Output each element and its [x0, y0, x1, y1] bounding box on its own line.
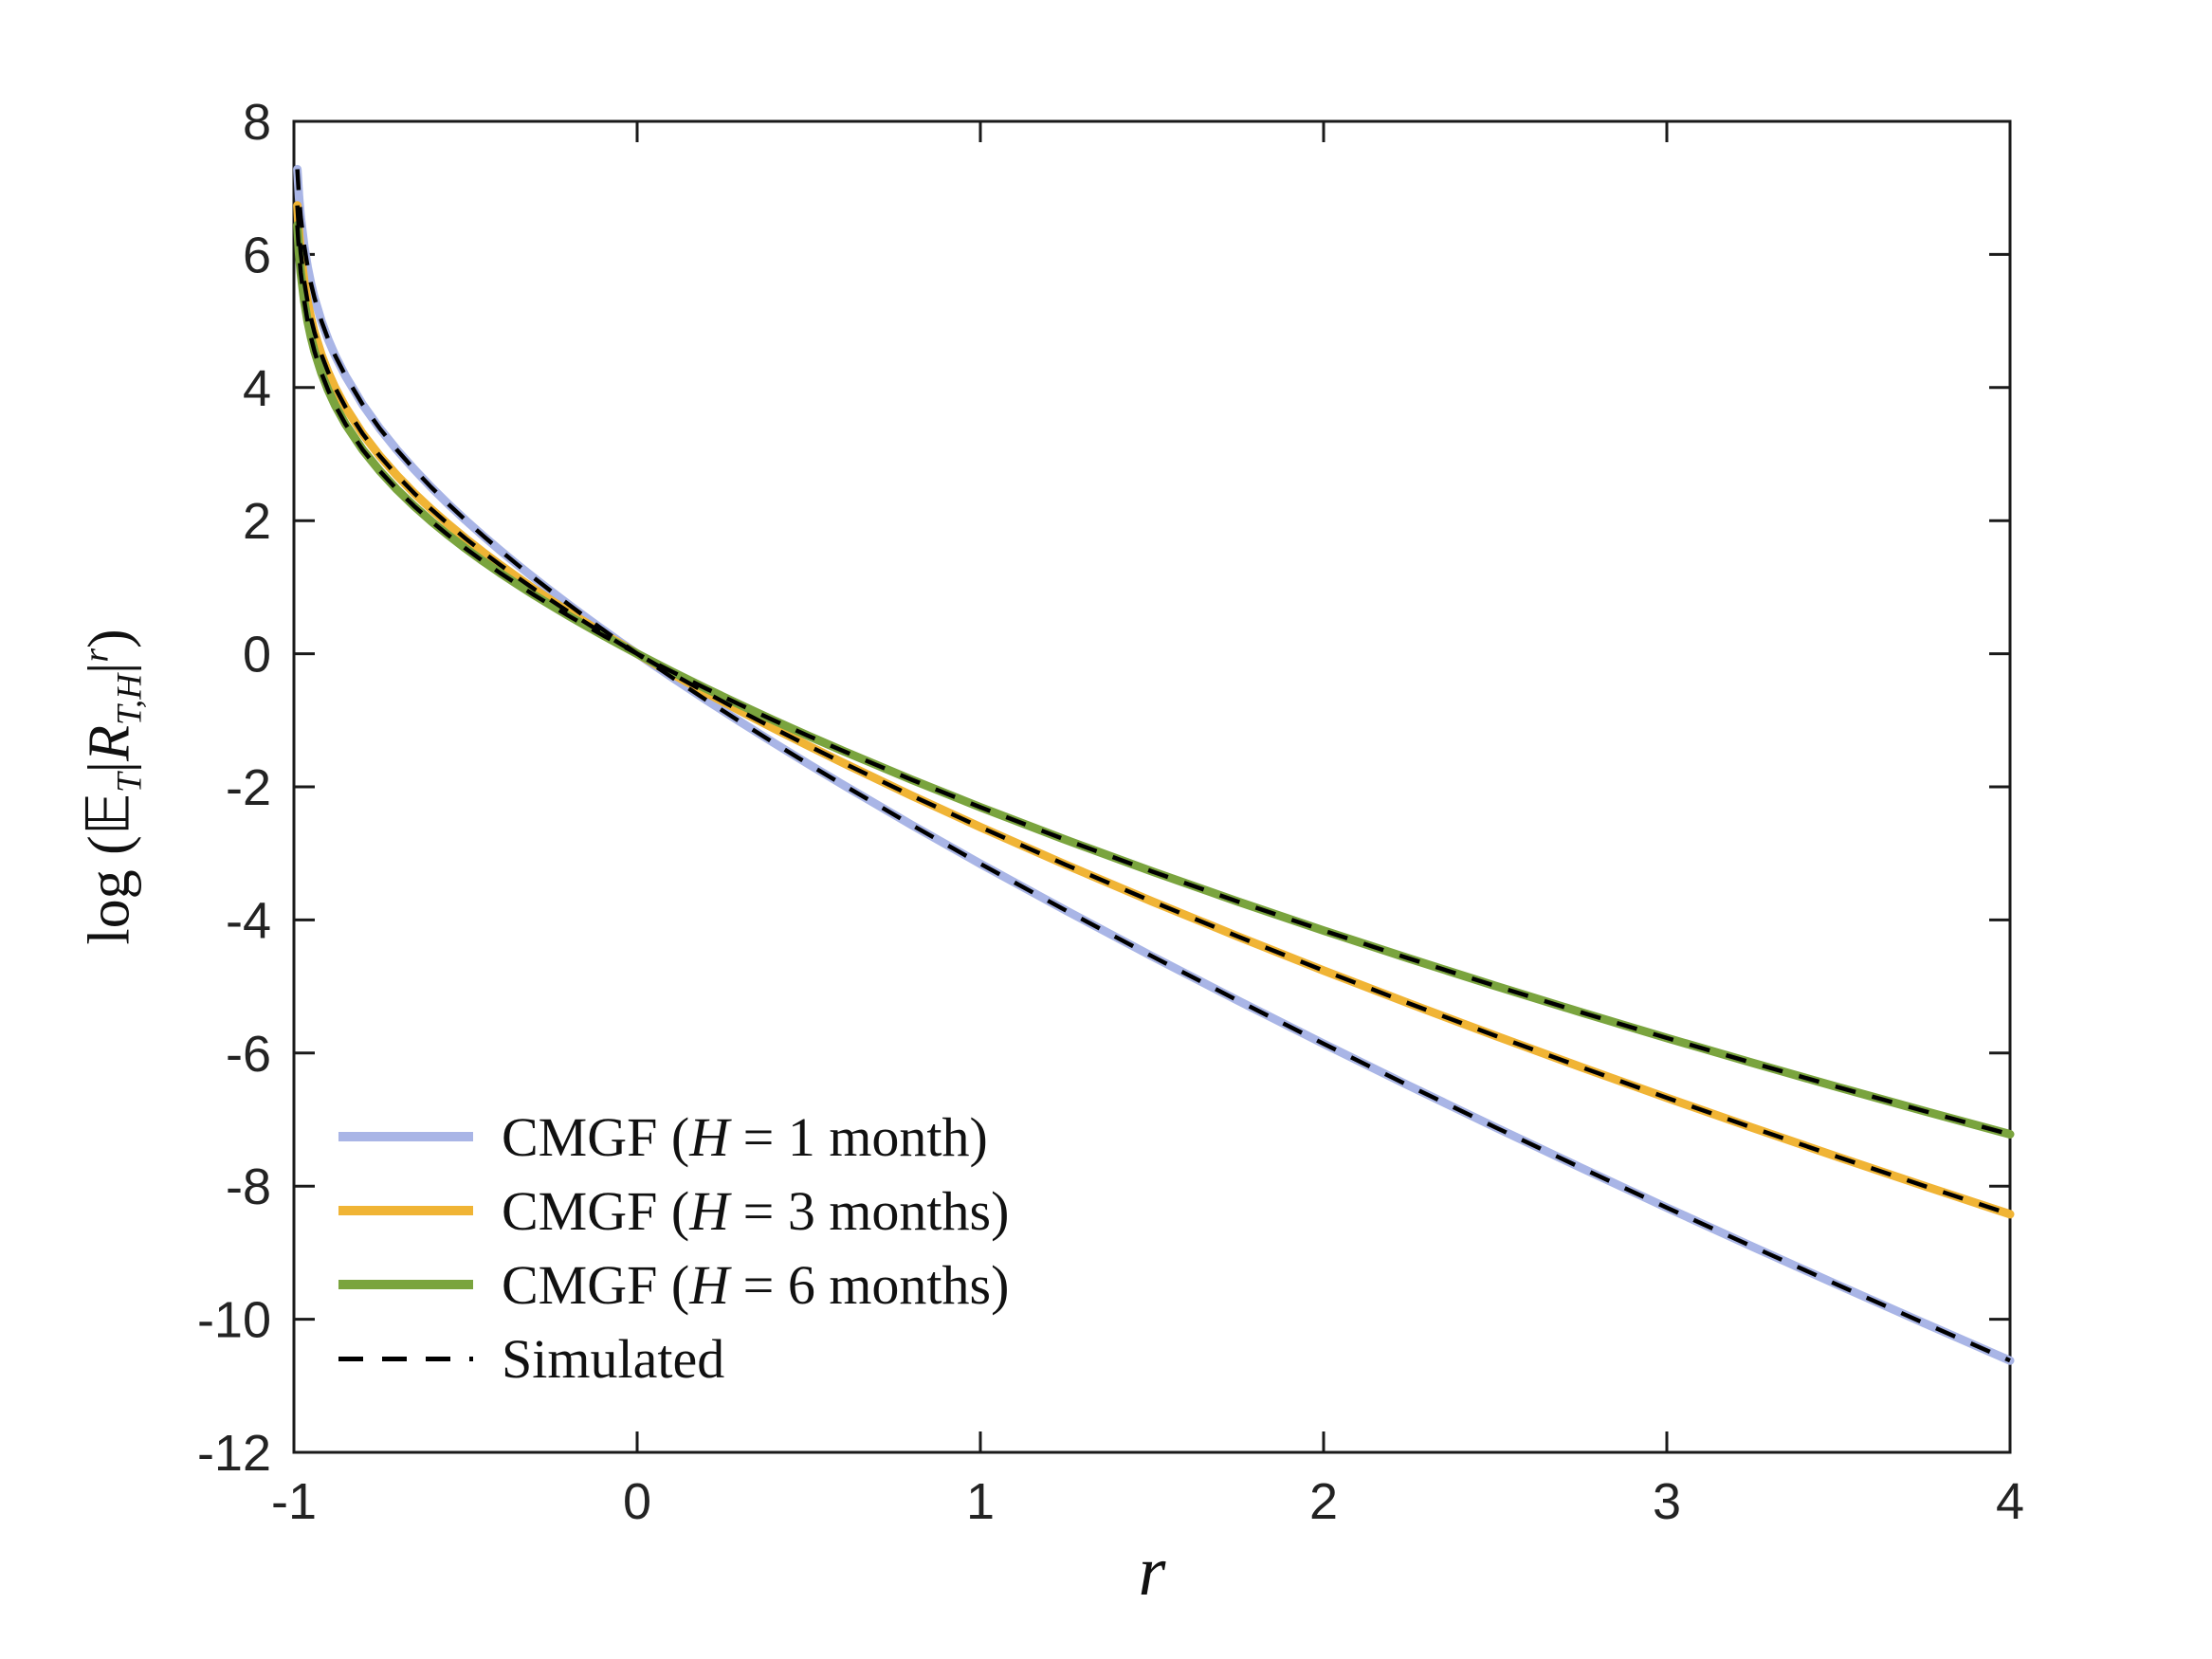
x-tick-label: 2 — [1309, 1473, 1338, 1530]
ylabel-expectation-subscript: T — [110, 773, 150, 793]
legend-text-part: CMGF ( — [502, 1253, 690, 1316]
y-tick-label: -10 — [197, 1292, 271, 1349]
cmgf-curve-2 — [293, 221, 2015, 1139]
legend-text-part: Simulated — [502, 1327, 725, 1390]
legend-label-h3: CMGF (H = 3 months) — [502, 1179, 1009, 1243]
legend-text-var: H — [689, 1105, 730, 1168]
simulated-curve-1 — [295, 205, 2011, 1216]
ylabel-log: log — [77, 854, 142, 945]
legend-text-part: CMGF ( — [502, 1179, 690, 1242]
legend-line-swatch-h1 — [338, 1132, 473, 1141]
y-tick-label: 6 — [243, 227, 271, 283]
y-tick-label: 2 — [243, 493, 271, 550]
legend-dashed-line-swatch — [338, 1356, 473, 1361]
legend-line-swatch-h3 — [338, 1206, 473, 1215]
y-tick-label: 8 — [243, 94, 271, 151]
legend-label-h1: CMGF (H = 1 month) — [502, 1105, 988, 1169]
x-axis-label: r — [1138, 1533, 1166, 1611]
legend-label-h6: CMGF (H = 6 months) — [502, 1253, 1009, 1317]
y-tick-label: -12 — [197, 1425, 271, 1482]
legend-text-var: H — [689, 1179, 730, 1242]
y-tick-label: -6 — [226, 1026, 271, 1083]
y-tick-label: -4 — [226, 892, 271, 949]
ylabel-return-symbol: R — [77, 725, 142, 761]
simulated-curve-2 — [295, 225, 2011, 1137]
ylabel-expectation-symbol: 𝔼 — [73, 793, 143, 836]
legend-item-cmgf-h1: CMGF (H = 1 month) — [338, 1100, 1009, 1174]
legend-text-part: CMGF ( — [502, 1105, 690, 1168]
x-tick-label: 4 — [1996, 1473, 2024, 1530]
x-tick-label: 1 — [966, 1473, 995, 1530]
legend-text-part: = 3 months) — [729, 1179, 1010, 1242]
legend-text-part: = 1 month) — [729, 1105, 988, 1168]
y-tick-label: -8 — [226, 1158, 271, 1215]
y-tick-label: 0 — [243, 627, 271, 684]
legend-item-cmgf-h6: CMGF (H = 6 months) — [338, 1248, 1009, 1322]
simulated-curve-0 — [295, 169, 2011, 1363]
ylabel-power-superscript: r — [77, 648, 117, 663]
legend-text-var: H — [689, 1253, 730, 1316]
ylabel-abs-bar-right: | — [77, 662, 142, 674]
ylabel-abs-bar-left: | — [77, 760, 142, 774]
legend-line-swatch-h6 — [338, 1280, 473, 1289]
x-tick-label: -1 — [271, 1473, 317, 1530]
ylabel-return-subscript: T,H — [110, 673, 150, 726]
legend-item-simulated: Simulated — [338, 1322, 1009, 1395]
ylabel-open-paren: ( — [77, 835, 142, 855]
legend-label-simulated: Simulated — [502, 1327, 724, 1391]
y-axis-label: log (𝔼T|RT,H|r) — [73, 629, 150, 944]
legend-item-cmgf-h3: CMGF (H = 3 months) — [338, 1174, 1009, 1248]
x-tick-label: 3 — [1653, 1473, 1681, 1530]
legend: CMGF (H = 1 month) CMGF (H = 3 months) C… — [338, 1100, 1009, 1395]
x-tick-label: 0 — [623, 1473, 651, 1530]
y-tick-label: 4 — [243, 360, 271, 417]
y-tick-label: -2 — [226, 759, 271, 816]
ylabel-close-paren: ) — [77, 629, 142, 649]
legend-text-part: = 6 months) — [729, 1253, 1010, 1316]
